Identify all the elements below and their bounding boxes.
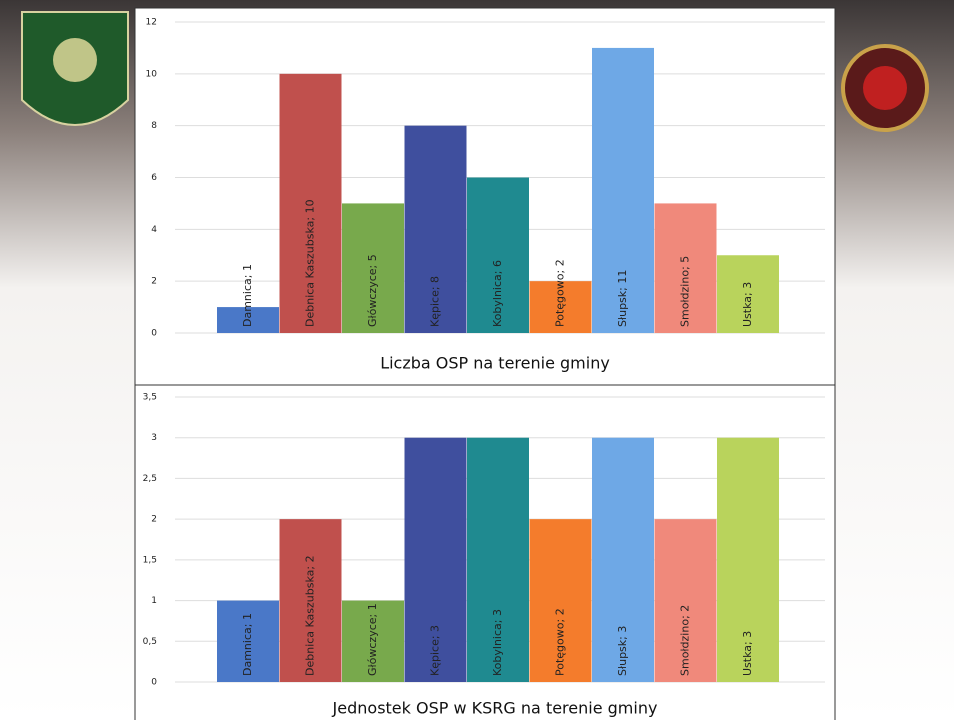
bar [717, 437, 779, 682]
y-tick-label: 10 [146, 69, 158, 79]
y-tick-label: 2 [151, 515, 157, 525]
data-label: Damnica; 1 [241, 264, 254, 327]
logo-left [21, 11, 129, 126]
data-label: Kobylnica; 3 [491, 609, 504, 676]
y-tick-label: 1,5 [143, 555, 157, 565]
data-label: Główczyce; 5 [366, 254, 379, 327]
y-tick-label: 3,5 [143, 393, 157, 403]
bar [592, 47, 654, 334]
y-tick-label: 4 [151, 225, 157, 235]
bar [342, 203, 404, 333]
data-label: Główczyce; 1 [366, 603, 379, 676]
data-label: Ustka; 3 [741, 631, 754, 676]
y-tick-label: 1 [151, 596, 157, 606]
bar [217, 307, 279, 333]
data-label: Kępice; 3 [429, 625, 442, 676]
y-tick-label: 8 [151, 121, 157, 131]
bar [217, 600, 279, 682]
y-tick-label: 0,5 [143, 637, 157, 647]
bar [654, 519, 717, 682]
logo-right [841, 44, 929, 132]
bar [279, 73, 342, 333]
y-tick-label: 12 [146, 18, 157, 28]
bar [717, 255, 779, 333]
y-tick-label: 0 [151, 329, 157, 339]
data-label: Damnica; 1 [241, 613, 254, 676]
bar [529, 281, 592, 333]
chart-title: Jednostek OSP w KSRG na terenie gminy [332, 699, 658, 718]
data-label: Potęgowo; 2 [554, 259, 567, 327]
data-label: Ustka; 3 [741, 282, 754, 327]
bar [592, 437, 654, 682]
bar [342, 600, 404, 682]
chart-title: Liczba OSP na terenie gminy [380, 354, 610, 373]
data-label: Smołdzino; 5 [679, 256, 692, 327]
data-label: Słupsk; 3 [616, 626, 629, 676]
y-tick-label: 0 [151, 678, 157, 688]
bar [529, 519, 592, 682]
y-tick-label: 3 [151, 433, 157, 443]
bar [404, 125, 467, 334]
bar [467, 437, 529, 682]
data-label: Słupsk; 11 [616, 270, 629, 327]
y-tick-label: 2,5 [143, 474, 157, 484]
data-label: Potęgowo; 2 [554, 608, 567, 676]
data-label: Debnica Kaszubska; 10 [304, 199, 317, 327]
bar [404, 437, 467, 682]
bar [279, 519, 342, 682]
bar [467, 177, 529, 333]
data-label: Kępice; 8 [429, 276, 442, 327]
y-tick-label: 6 [151, 173, 157, 183]
data-label: Debnica Kaszubska; 2 [304, 555, 317, 676]
data-label: Kobylnica; 6 [491, 260, 504, 327]
data-label: Smołdzino; 2 [679, 605, 692, 676]
y-tick-label: 2 [151, 277, 157, 287]
bar [654, 203, 717, 333]
